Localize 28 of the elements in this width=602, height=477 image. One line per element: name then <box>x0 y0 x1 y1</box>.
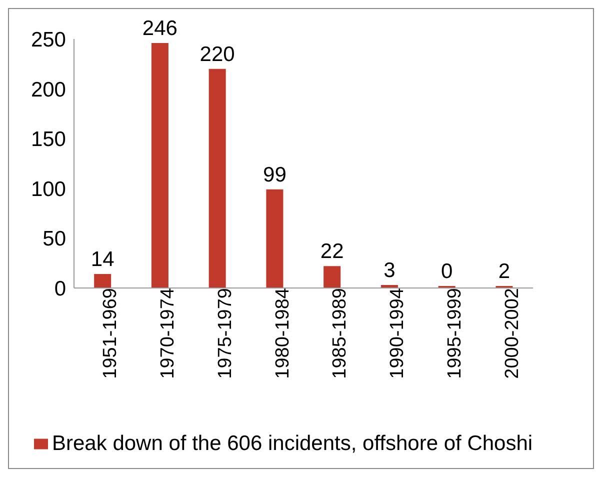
y-tick-label: 200 <box>30 78 66 102</box>
data-label: 0 <box>440 260 453 283</box>
data-label: 246 <box>142 16 178 40</box>
x-tick-label: 1995-1999 <box>444 288 466 379</box>
x-tick-label: 1985-1989 <box>330 288 351 379</box>
y-tick-label: 250 <box>30 28 66 52</box>
bar <box>324 266 341 288</box>
bar <box>208 68 226 288</box>
x-tick-label: 1975-1979 <box>214 288 236 379</box>
data-label: 3 <box>384 259 396 282</box>
data-label: 2 <box>498 260 510 283</box>
x-tick-label: 1990-1994 <box>387 288 408 379</box>
y-tick-label: 50 <box>42 228 66 251</box>
x-tick-label: 1951-1969 <box>100 288 122 379</box>
bar <box>266 189 284 288</box>
data-label: 99 <box>263 163 286 186</box>
bar <box>94 274 112 288</box>
data-label: 14 <box>90 248 115 272</box>
x-tick-label: 2000-2002 <box>502 288 523 379</box>
y-tick-label: 100 <box>30 178 66 201</box>
y-tick-label: 0 <box>54 277 66 300</box>
data-label: 22 <box>320 240 344 264</box>
y-tick-label: 150 <box>30 128 66 152</box>
legend-label: Break down of the 606 incidents, offshore of Choshi <box>52 432 533 455</box>
bar <box>151 42 168 288</box>
data-label: 220 <box>200 42 235 66</box>
x-tick-label: 1970-1974 <box>158 288 179 379</box>
x-tick-label: 1980-1984 <box>272 288 294 379</box>
